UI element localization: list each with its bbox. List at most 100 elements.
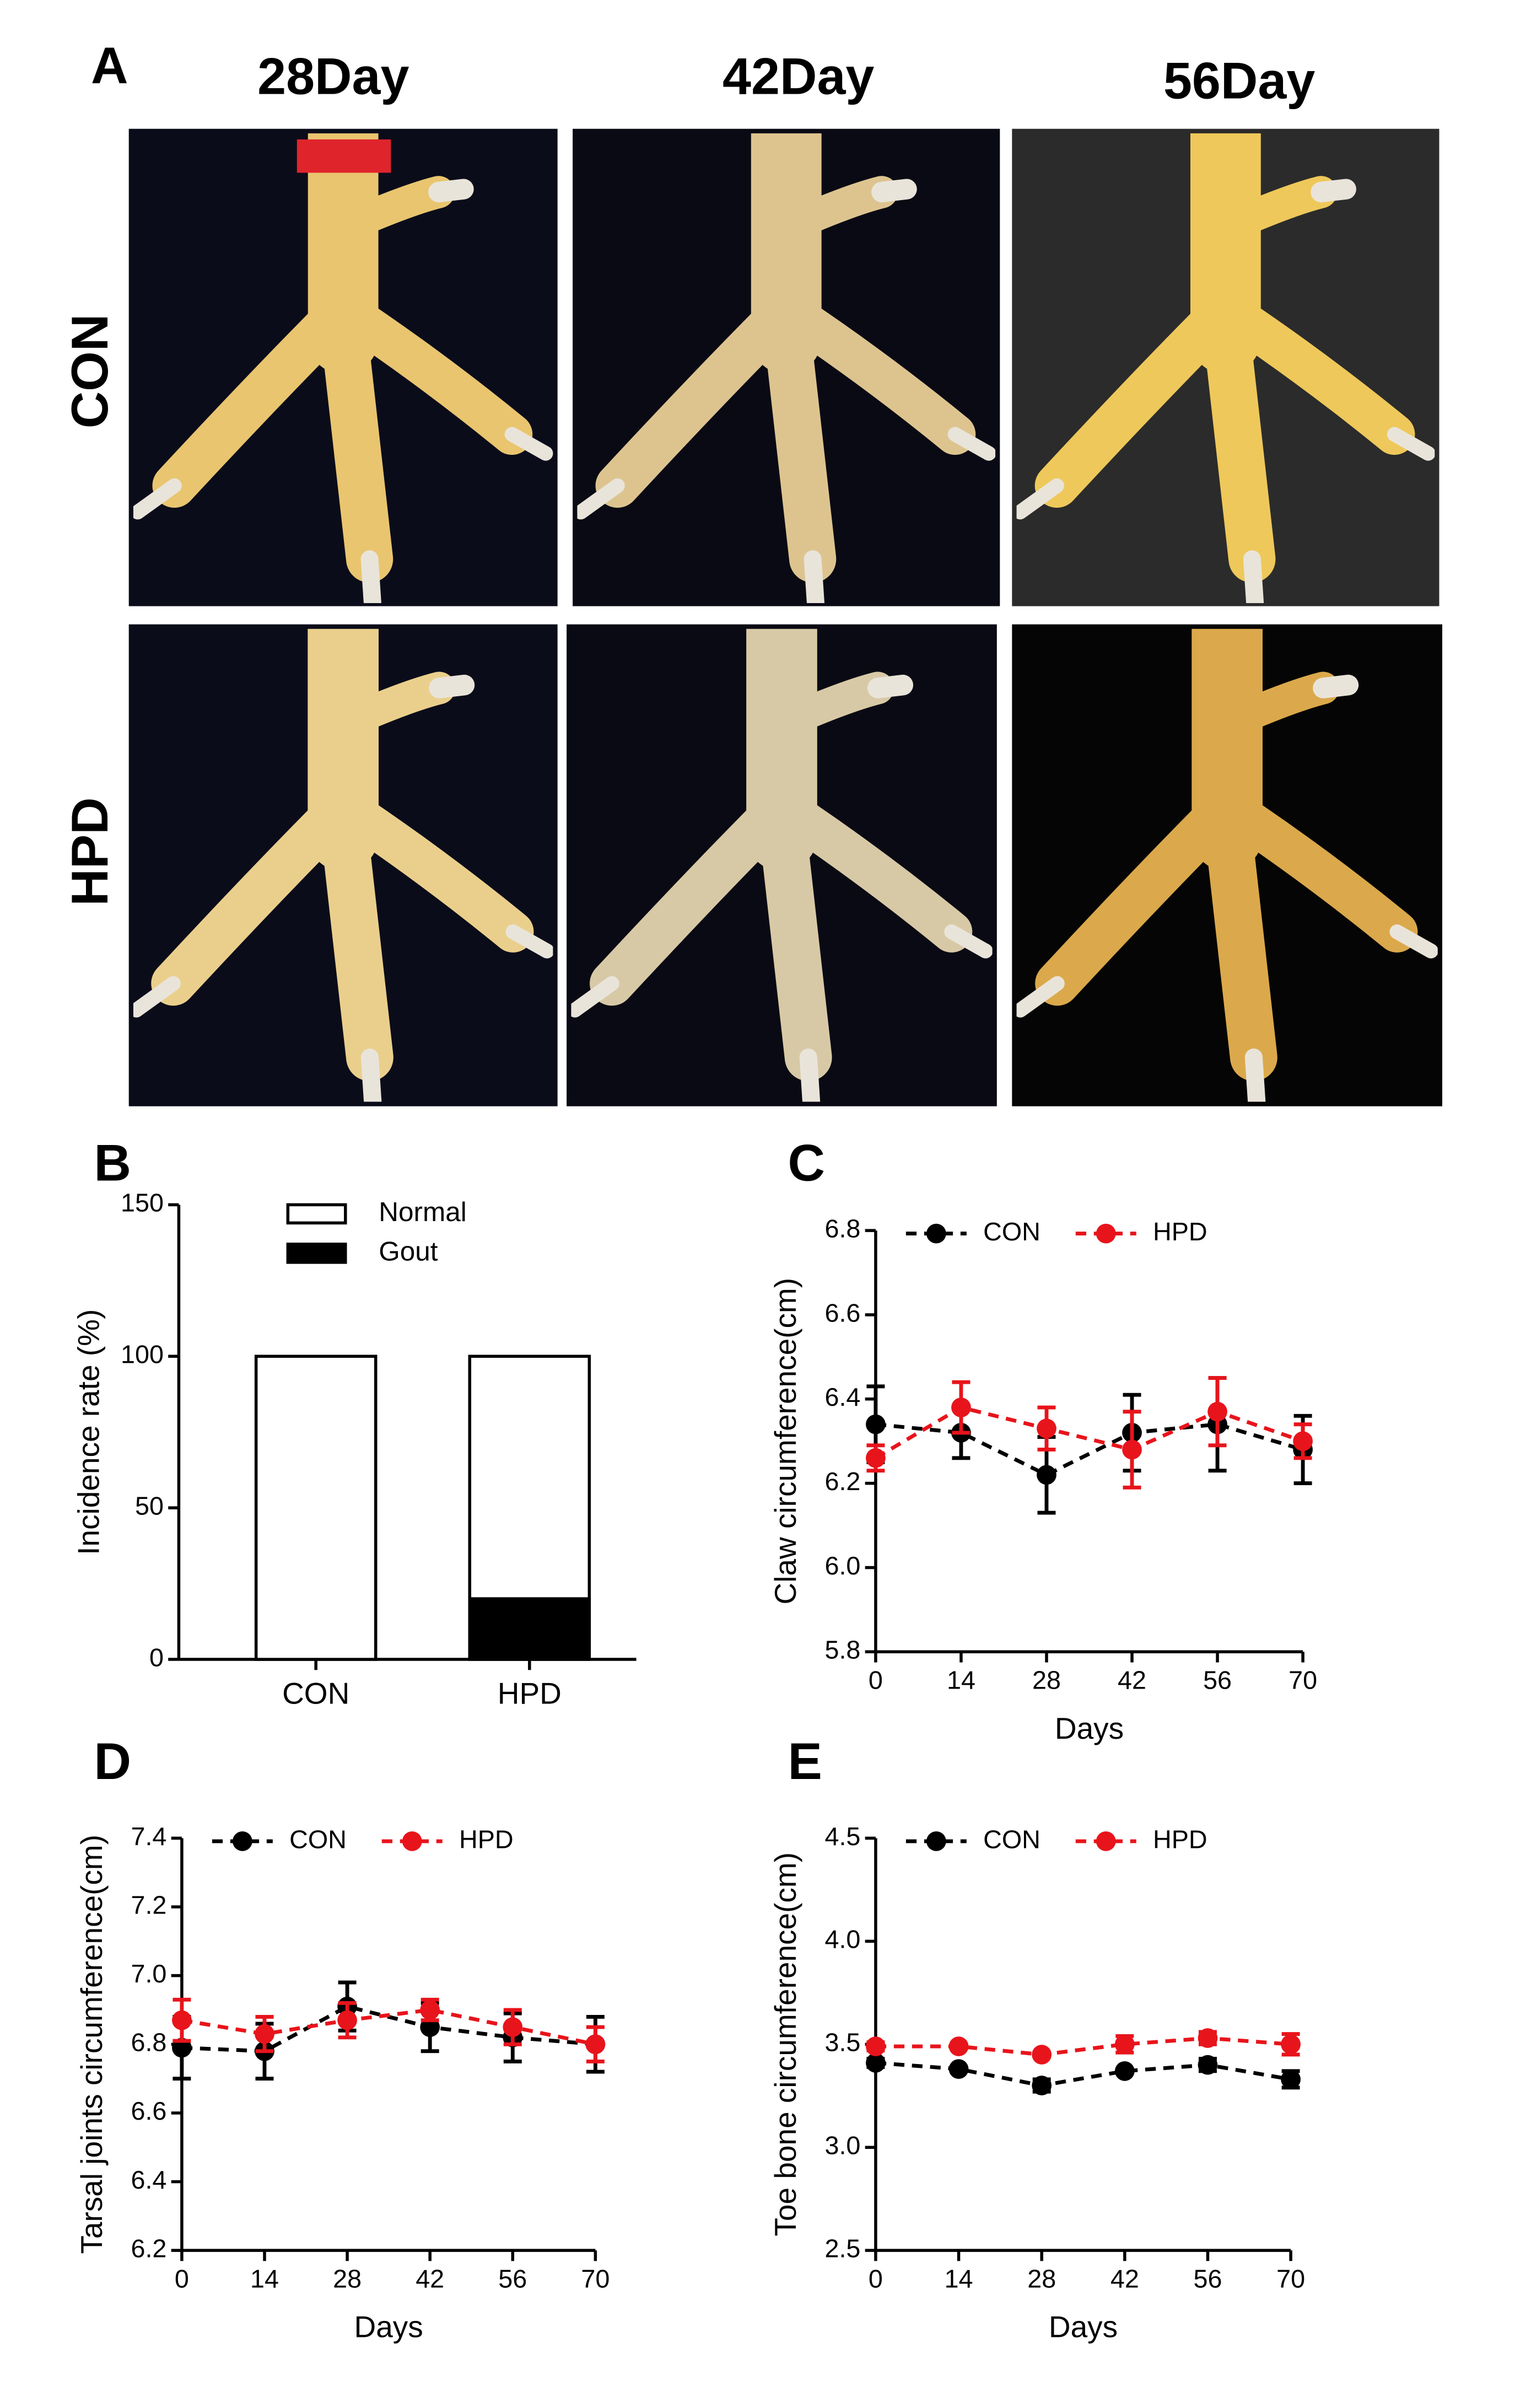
photo (128, 624, 558, 1106)
photo (567, 624, 997, 1106)
x-tick-label: 42 (1118, 1666, 1146, 1695)
x-tick-label: 56 (1203, 1666, 1232, 1695)
legend-marker (402, 1831, 422, 1851)
y-tick-label: 150 (121, 1189, 164, 1217)
legend-label: CON (289, 1825, 347, 1853)
y-tick-label: 3.5 (824, 2028, 860, 2057)
data-point (866, 2053, 886, 2073)
y-axis-label: Claw circumference(cm) (768, 1278, 802, 1605)
x-tick-label: 56 (498, 2264, 527, 2293)
x-tick-label: 42 (1110, 2264, 1139, 2293)
series-line (181, 2008, 596, 2046)
data-point (1198, 2055, 1218, 2075)
data-point (1037, 1465, 1056, 1485)
x-tick-label: 14 (945, 2264, 973, 2293)
data-point (1281, 2069, 1301, 2089)
data-point (948, 2036, 969, 2056)
data-point (255, 2024, 274, 2044)
y-axis-label: Incidence rate (%) (72, 1309, 106, 1555)
row-heading: CON (61, 314, 118, 429)
data-point (951, 1398, 971, 1417)
column-heading: 42Day (723, 47, 874, 105)
x-tick-label: HPD (498, 1676, 562, 1711)
legend-label: HPD (459, 1825, 514, 1853)
y-tick-label: 50 (135, 1491, 164, 1520)
data-point (866, 1414, 886, 1434)
x-tick-label: 56 (1193, 2264, 1222, 2293)
data-point (1032, 2045, 1052, 2065)
legend-marker (1096, 1831, 1116, 1851)
data-point (866, 1448, 886, 1468)
y-tick-label: 6.8 (824, 1214, 860, 1243)
y-tick-label: 6.2 (824, 1467, 860, 1496)
x-tick-label: 14 (250, 2264, 279, 2293)
x-tick-label: 42 (416, 2264, 444, 2293)
y-tick-label: 6.0 (824, 1551, 860, 1580)
x-tick-label: CON (282, 1676, 349, 1711)
data-point (1037, 1418, 1056, 1439)
y-tick-label: 5.8 (824, 1636, 860, 1664)
legend-swatch (286, 1203, 347, 1225)
x-tick-label: 70 (581, 2264, 610, 2293)
data-point (866, 2036, 886, 2056)
x-tick-label: 14 (947, 1666, 975, 1695)
y-tick-label: 3.0 (824, 2131, 860, 2160)
data-point (1032, 2076, 1052, 2095)
data-point (172, 2010, 192, 2030)
photo (1012, 624, 1443, 1106)
x-axis-label: Days (1049, 2310, 1118, 2344)
series-line (875, 2036, 1291, 2057)
y-tick-label: 6.2 (131, 2234, 166, 2262)
panel-letter: C (788, 1133, 825, 1191)
x-tick-label: 70 (1288, 1666, 1317, 1695)
legend-label: Normal (379, 1197, 466, 1227)
y-tick-label: 2.5 (824, 2234, 860, 2262)
data-point (1293, 1431, 1313, 1452)
panel-letter: A (91, 36, 128, 94)
x-axis-label: Days (354, 2310, 423, 2344)
data-point (1122, 1439, 1142, 1460)
data-point (1281, 2034, 1301, 2055)
data-point (337, 2010, 357, 2030)
panel-letter: E (788, 1732, 822, 1790)
photo (1012, 128, 1439, 606)
data-point (948, 2059, 969, 2079)
x-tick-label: 0 (869, 1666, 883, 1695)
y-tick-label: 4.0 (824, 1925, 860, 1954)
x-tick-label: 70 (1276, 2264, 1305, 2293)
legend-label: CON (983, 1825, 1040, 1853)
data-point (1198, 2028, 1218, 2048)
series-line (875, 2061, 1291, 2088)
legend-label: Gout (379, 1236, 438, 1266)
y-axis-label: Toe bone circumference(cm) (768, 1852, 802, 2237)
data-point (1207, 1401, 1227, 1422)
x-tick-label: 28 (1032, 1666, 1061, 1695)
column-heading: 56Day (1163, 52, 1315, 110)
leg-band (296, 139, 391, 173)
x-axis-label: Days (1055, 1711, 1124, 1745)
legend-label: CON (983, 1217, 1040, 1246)
bar-segment (468, 1597, 591, 1661)
y-tick-label: 6.6 (824, 1298, 860, 1327)
photo (128, 128, 558, 606)
legend-swatch (286, 1243, 347, 1264)
data-point (1114, 2034, 1135, 2055)
y-tick-label: 6.6 (131, 2097, 166, 2125)
row-heading: HPD (61, 797, 118, 906)
bar-segment (254, 1354, 378, 1661)
y-tick-label: 100 (121, 1340, 164, 1369)
y-axis-label: Tarsal joints circumference(cm) (74, 1835, 109, 2254)
y-tick-label: 6.8 (131, 2028, 166, 2057)
legend-marker (926, 1831, 946, 1851)
series-line (875, 1405, 1304, 1460)
data-point (1114, 2061, 1135, 2081)
panel-letter: B (94, 1133, 131, 1191)
series-line (875, 1422, 1304, 1477)
legend-marker (1096, 1223, 1116, 1244)
column-heading: 28Day (257, 47, 409, 105)
y-tick-label: 7.2 (131, 1890, 166, 1919)
y-tick-label: 6.4 (824, 1383, 860, 1411)
bar-segment (468, 1354, 591, 1600)
